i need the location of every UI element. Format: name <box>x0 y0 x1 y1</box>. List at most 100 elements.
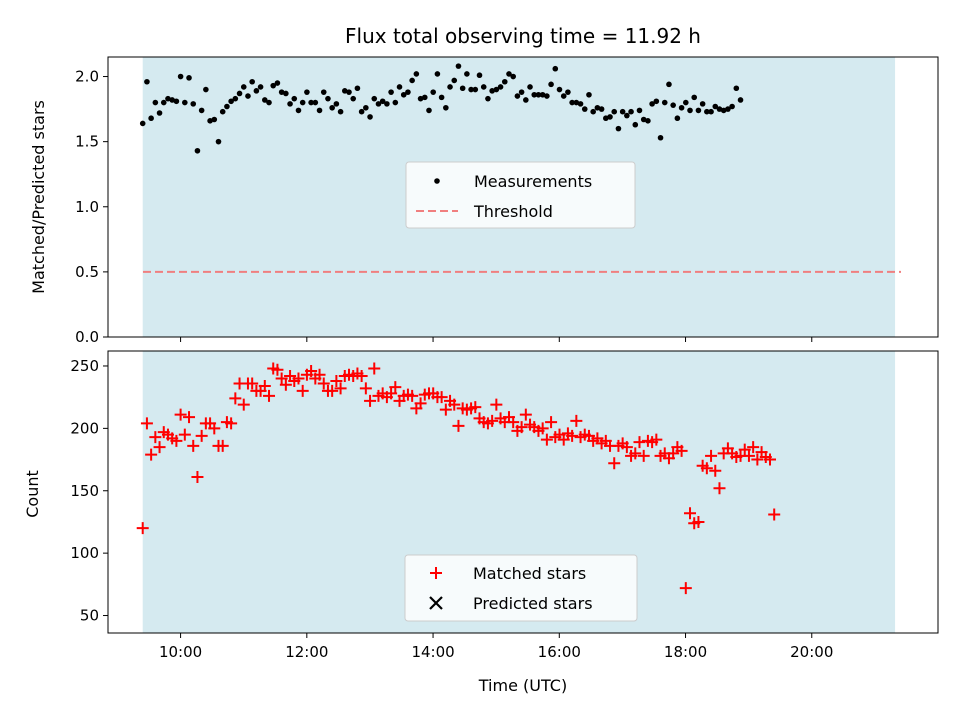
measurement-point <box>560 93 567 99</box>
matched-star-point <box>313 368 326 381</box>
measurement-point <box>274 80 281 86</box>
measurement-point <box>615 125 622 132</box>
matched-star-point <box>330 374 343 387</box>
measurement-point <box>224 103 230 110</box>
measurement-point <box>451 77 458 84</box>
measurement-point <box>190 101 197 107</box>
matched-star-point <box>536 422 549 435</box>
measurement-point <box>485 95 491 102</box>
matched-star-point <box>620 441 633 454</box>
matched-star-point <box>187 439 200 452</box>
measurement-point <box>287 101 293 107</box>
matched-star-point <box>507 416 520 429</box>
matched-star-point <box>608 457 621 470</box>
matched-star-point <box>540 433 553 446</box>
measurement-point <box>299 99 306 106</box>
measurement-point <box>295 107 302 114</box>
measurement-point <box>283 90 289 97</box>
measurement-point <box>493 86 500 93</box>
measurement-point <box>354 85 361 92</box>
measurement-point <box>527 84 533 90</box>
measurement-point <box>291 95 298 102</box>
matched-star-point <box>406 389 419 402</box>
measurement-point <box>464 71 470 77</box>
matched-stars-points <box>136 362 781 595</box>
measurement-point <box>152 99 159 106</box>
matched-star-point <box>570 414 583 427</box>
matched-star-point <box>183 411 196 424</box>
measurement-point <box>548 81 554 88</box>
y-tick-label: 0.5 <box>75 263 99 281</box>
matched-star-point <box>486 414 499 427</box>
measurement-point <box>640 116 647 123</box>
top-legend-box <box>405 161 636 229</box>
measurement-point <box>182 99 188 106</box>
measurement-point <box>586 91 592 98</box>
matched-star-point <box>435 391 448 404</box>
legend-predicted-stars: Predicted stars <box>473 594 593 613</box>
matched-star-point <box>385 387 398 400</box>
measurement-point <box>236 90 243 97</box>
matched-star-point <box>684 507 697 520</box>
measurement-point <box>207 118 213 124</box>
measurement-point <box>341 88 348 94</box>
measurement-point <box>405 89 411 95</box>
measurement-point <box>219 108 226 115</box>
measurement-point <box>320 89 327 95</box>
measurement-point <box>165 95 171 102</box>
x-tick-label: 20:00 <box>790 643 833 661</box>
measurement-point <box>308 99 314 106</box>
top-y-axis-label: Matched/Predicted stars <box>29 100 48 294</box>
measurement-point <box>325 95 331 102</box>
matched-star-point <box>263 389 276 402</box>
measurement-point <box>531 91 538 98</box>
measurement-point <box>611 108 618 115</box>
measurement-point <box>624 112 630 119</box>
matched-star-point <box>490 398 503 411</box>
measurement-point <box>421 94 428 101</box>
measurement-point <box>270 82 277 89</box>
bottom-panel: 50 100 150 200 250 10:00 12:00 14:00 16:00 18:00… <box>23 350 939 695</box>
measurement-point <box>497 84 504 90</box>
matched-star-point <box>296 384 309 397</box>
matched-star-point <box>738 443 751 456</box>
matched-star-point <box>334 382 347 395</box>
measurement-point <box>733 85 740 92</box>
matched-star-point <box>326 384 339 397</box>
matched-star-point <box>742 449 755 462</box>
matched-star-point <box>439 403 452 416</box>
matched-star-point <box>368 362 381 375</box>
matched-star-point <box>237 398 250 411</box>
measurement-point <box>346 89 352 95</box>
matched-star-point <box>452 419 465 432</box>
matched-star-point <box>679 582 692 595</box>
y-tick-label: 100 <box>70 544 99 562</box>
legend-predicted-marker <box>429 596 443 610</box>
matched-star-point <box>136 522 149 535</box>
measurement-point <box>476 72 483 79</box>
measurement-point <box>392 99 399 106</box>
top-x-ticks <box>180 337 813 342</box>
matched-star-point <box>633 436 646 449</box>
measurement-point <box>240 84 247 90</box>
measurement-point <box>514 93 521 99</box>
top-axes-frame <box>107 56 939 338</box>
measurement-point <box>501 78 508 85</box>
matched-star-point <box>469 401 482 414</box>
measurement-point <box>232 95 239 102</box>
measurement-point <box>552 65 559 72</box>
measurement-point <box>169 97 175 103</box>
matched-star-point <box>359 382 372 395</box>
measurement-point <box>737 97 744 103</box>
measurement-point <box>278 89 285 95</box>
x-tick-label: 14:00 <box>411 643 454 661</box>
matched-star-point <box>557 433 570 446</box>
measurement-point <box>396 84 403 90</box>
measurement-point <box>628 108 634 115</box>
measurement-point <box>687 107 693 114</box>
matched-star-point <box>768 508 781 521</box>
matched-star-point <box>174 408 187 421</box>
measurement-point <box>472 86 479 93</box>
y-tick-label: 50 <box>80 607 99 625</box>
matched-star-point <box>191 471 204 484</box>
